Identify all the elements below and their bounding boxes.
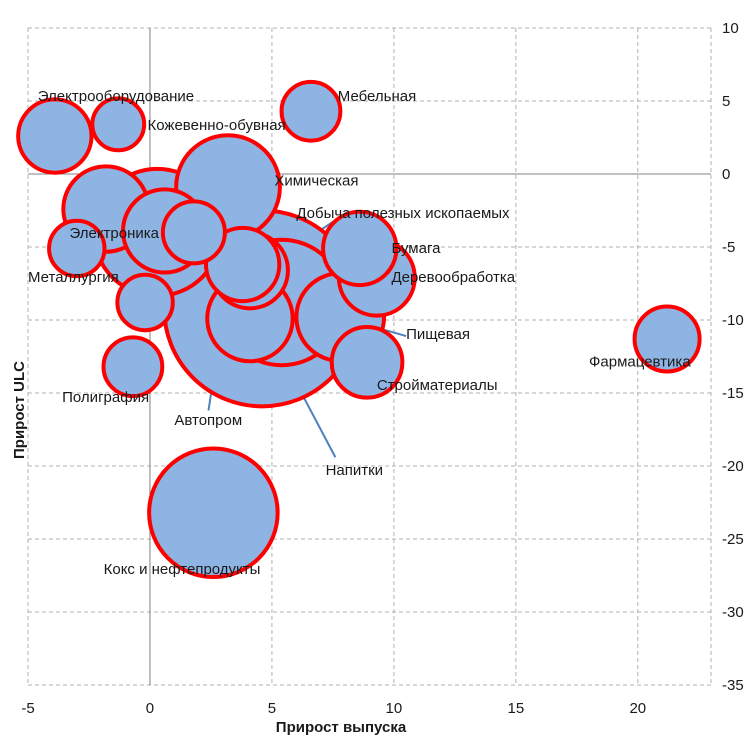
bubble-label: Электрооборудование [38,88,194,105]
bubble-label: Кокс и нефтепродукты [104,561,261,578]
x-tick-label: -5 [21,700,34,717]
bubble-label: Кожевенно-обувная [148,117,286,134]
x-tick-label: 0 [146,700,154,717]
bubble-label: Электроника [69,225,159,242]
bubble-label: Деревообработка [391,269,515,286]
bubbles-layer [16,79,702,579]
y-tick-label: -10 [722,312,744,329]
bubble-label: Пищевая [406,326,470,343]
tick-labels: 10 5 0 -5 -10 -15 -20 -25 -30 -35 -5 0 5 10 15 20 [21,20,743,717]
bubble-label: Химическая [274,173,358,190]
x-axis-title: Прирост выпуска [276,719,407,736]
y-tick-label: 5 [722,93,730,110]
data-bubble [115,272,175,333]
bubble-label: Стройматериалы [377,377,498,394]
data-bubble [101,335,165,399]
x-tick-label: 10 [386,700,403,717]
data-bubble [279,79,343,143]
y-tick-label: -25 [722,531,744,548]
data-bubble [90,96,147,153]
y-tick-label: -30 [722,604,744,621]
bubble-label: Мебельная [338,88,416,105]
bubble-label: Фармацевтика [589,354,691,371]
x-tick-label: 15 [508,700,525,717]
data-bubble [329,325,405,400]
bubble-label: Металлургия [28,269,119,286]
data-bubble [203,225,282,304]
data-bubble [147,446,280,579]
x-tick-label: 5 [268,700,276,717]
y-axis-title: Прирост ULC [11,361,28,459]
y-tick-label: -15 [722,385,744,402]
bubble-label: Бумага [391,240,441,257]
bubble-label: Полиграфия [62,389,149,406]
bubble-label: Добыча полезных ископаемых [296,205,510,222]
x-tick-label: 20 [629,700,646,717]
data-bubble [632,304,702,374]
data-bubble [160,199,227,266]
annotations-layer: Электрооборудование Мебельная Кожевенно-об… [28,88,691,578]
data-bubble [47,218,107,279]
data-bubble [321,209,399,288]
y-tick-label: -35 [722,677,744,694]
data-bubble [16,97,94,175]
y-tick-label: -5 [722,239,735,256]
y-tick-label: -20 [722,458,744,475]
bubble-label: Автопром [174,412,242,429]
y-tick-label: 0 [722,166,730,183]
bubble-label: Напитки [326,462,384,479]
y-tick-label: 10 [722,20,739,37]
